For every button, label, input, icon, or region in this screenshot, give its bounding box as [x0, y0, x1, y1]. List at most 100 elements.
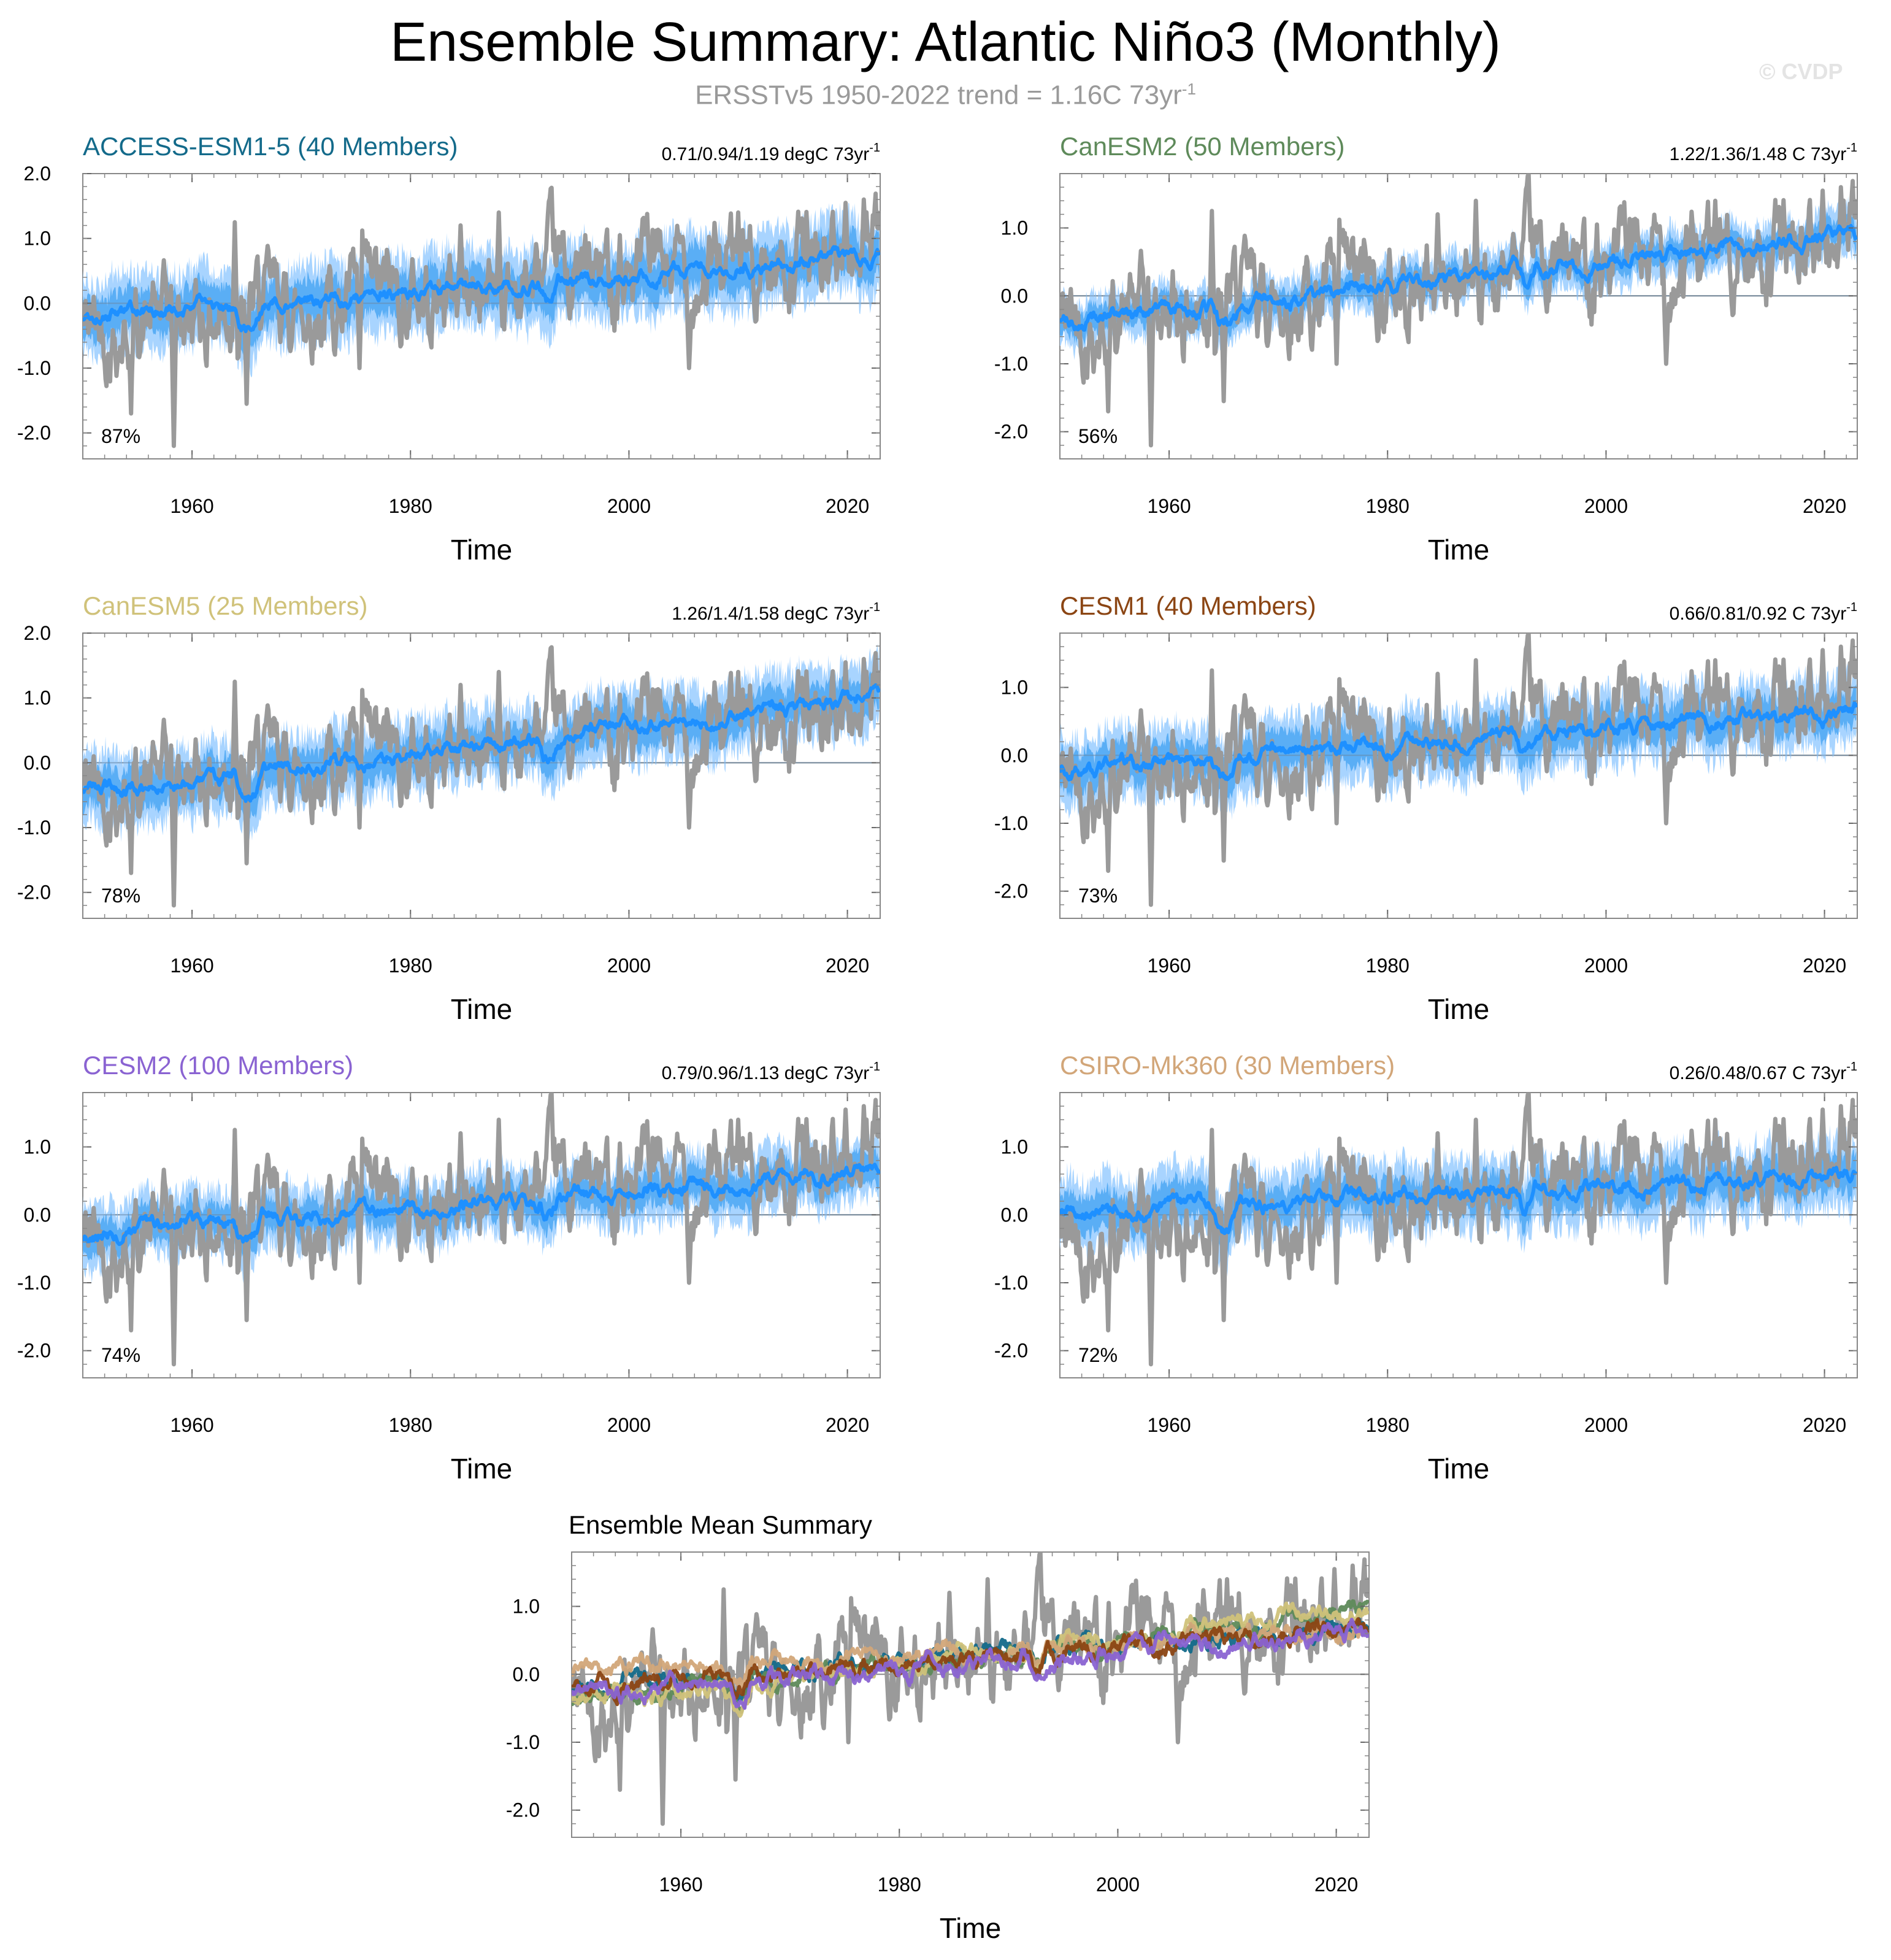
panel-title: ACCESS-ESM1-5 (40 Members)	[83, 132, 458, 161]
figure-subtitle: ERSSTv5 1950-2022 trend = 1.16C 73yr-1	[0, 80, 1891, 111]
y-tick-label: -1.0	[994, 812, 1028, 834]
observed-series-line	[83, 185, 880, 448]
y-tick-label: -2.0	[17, 882, 51, 904]
y-tick-label: 2.0	[24, 163, 51, 185]
percent-label: 74%	[101, 1344, 140, 1366]
y-tick-label: 1.0	[24, 1136, 51, 1158]
chart-panel-4: 73% 0.66/0.81/0.92 C 73yr-1 CESM1 (40 Memb…	[994, 591, 1858, 1025]
trend-exponent: -1	[869, 141, 880, 155]
y-tick-label: 0.0	[24, 292, 51, 314]
y-tick-label: -1.0	[994, 353, 1028, 375]
y-tick-label: 1.0	[1001, 1136, 1028, 1158]
y-tick-label: 1.0	[24, 228, 51, 250]
y-tick-label: 0.0	[1001, 285, 1028, 307]
plot-area	[1060, 633, 1857, 907]
x-tick-label: 2020	[826, 955, 869, 977]
trend-text: 1.26/1.4/1.58 degC 73yr	[672, 604, 869, 624]
plot-area	[1060, 1093, 1857, 1367]
x-tick-label: 1980	[1366, 495, 1410, 517]
y-tick-label: -1.0	[17, 817, 51, 839]
y-tick-label: 0.0	[24, 751, 51, 774]
trend-label: 0.71/0.94/1.19 degC 73yr-1	[662, 141, 880, 164]
x-tick-label: 2000	[1096, 1874, 1140, 1896]
y-tick-label: -2.0	[994, 421, 1028, 443]
x-tick-label: 2020	[826, 495, 869, 517]
trend-exponent: -1	[1846, 601, 1857, 614]
x-tick-label: 2000	[1584, 955, 1628, 977]
y-tick-label: -2.0	[994, 1340, 1028, 1362]
percent-label: 78%	[101, 885, 140, 907]
trend-label: 1.26/1.4/1.58 degC 73yr-1	[672, 601, 880, 624]
x-tick-label: 1980	[1366, 1414, 1410, 1436]
figure-title: Ensemble Summary: Atlantic Niño3 (Monthl…	[390, 12, 1501, 73]
trend-exponent: -1	[1846, 141, 1857, 155]
y-tick-label: -2.0	[17, 422, 51, 444]
trend-label: 0.26/0.48/0.67 C 73yr-1	[1670, 1060, 1857, 1083]
model-mean-line-6	[572, 1618, 1369, 1710]
panel-title: CESM2 (100 Members)	[83, 1051, 353, 1080]
panel-title: CESM1 (40 Members)	[1060, 591, 1316, 620]
chart-panel-7: Ensemble Mean Summary 1.0 0.0 -1.0 -2.0 1960 1…	[506, 1510, 1370, 1944]
percent-label: 73%	[1078, 885, 1118, 907]
x-axis-label: Time	[1428, 534, 1490, 566]
x-axis-label: Time	[940, 1912, 1002, 1944]
x-tick-label: 2020	[1803, 1414, 1846, 1436]
observed-series-line	[83, 1093, 880, 1367]
y-tick-label: 2.0	[24, 622, 51, 644]
observed-series-line	[1060, 1093, 1857, 1367]
x-tick-label: 1960	[170, 495, 213, 517]
x-axis-label: Time	[451, 1453, 513, 1485]
chart-panel-2: 56% 1.22/1.36/1.48 C 73yr-1 CanESM2 (50 Me…	[994, 132, 1858, 566]
x-axis-label: Time	[451, 534, 513, 566]
x-tick-label: 1980	[1366, 955, 1410, 977]
panel-title: CanESM2 (50 Members)	[1060, 132, 1344, 161]
subtitle-exponent: -1	[1181, 80, 1196, 98]
y-tick-label: 1.0	[1001, 217, 1028, 239]
x-tick-label: 2020	[1803, 495, 1846, 517]
plot-area	[1060, 174, 1857, 448]
x-tick-label: 1980	[389, 495, 432, 517]
y-tick-label: -1.0	[506, 1731, 540, 1753]
percent-label: 87%	[101, 425, 140, 447]
ensemble-mean-line	[1060, 701, 1857, 782]
percent-label: 56%	[1078, 425, 1118, 447]
x-tick-label: 1980	[878, 1874, 921, 1896]
trend-label: 1.22/1.36/1.48 C 73yr-1	[1670, 141, 1857, 164]
y-tick-label: 0.0	[24, 1204, 51, 1226]
ensemble-mean-line	[83, 1163, 880, 1247]
percent-label: 72%	[1078, 1344, 1118, 1366]
x-tick-label: 1960	[1147, 1414, 1191, 1436]
plot-area	[83, 1093, 880, 1367]
x-axis-label: Time	[1428, 993, 1490, 1025]
x-tick-label: 2020	[826, 1414, 869, 1436]
y-tick-label: 1.0	[1001, 677, 1028, 699]
panel-title: CSIRO-Mk360 (30 Members)	[1060, 1051, 1395, 1080]
y-tick-label: -2.0	[17, 1340, 51, 1362]
trend-exponent: -1	[1846, 1060, 1857, 1074]
y-tick-label: 0.0	[1001, 1204, 1028, 1226]
ensemble-mean-line	[1060, 1166, 1857, 1236]
y-tick-label: -1.0	[17, 357, 51, 379]
ensemble-mean-line	[83, 683, 880, 803]
x-tick-label: 1960	[1147, 955, 1191, 977]
plot-area	[572, 1552, 1369, 1826]
model-mean-line-3	[572, 1601, 1369, 1718]
x-axis-label: Time	[1428, 1453, 1490, 1485]
x-tick-label: 1980	[389, 955, 432, 977]
y-tick-label: -2.0	[506, 1799, 540, 1821]
x-tick-label: 2000	[607, 495, 651, 517]
ensemble-mean-line	[83, 245, 880, 334]
x-tick-label: 2000	[607, 955, 651, 977]
panel-title: Ensemble Mean Summary	[569, 1510, 872, 1539]
trend-text: 0.66/0.81/0.92 C 73yr	[1670, 604, 1847, 624]
trend-exponent: -1	[869, 1060, 880, 1074]
x-tick-label: 2020	[1314, 1874, 1358, 1896]
chart-panel-3: 78% 1.26/1.4/1.58 degC 73yr-1 CanESM5 (25 …	[17, 591, 881, 1025]
chart-panel-5: 74% 0.79/0.96/1.13 degC 73yr-1 CESM2 (100 …	[17, 1051, 881, 1485]
y-tick-label: -1.0	[17, 1272, 51, 1294]
trend-exponent: -1	[869, 601, 880, 614]
ensemble-mean-line	[1060, 224, 1857, 332]
plot-area	[83, 643, 880, 908]
x-tick-label: 2000	[1584, 495, 1628, 517]
